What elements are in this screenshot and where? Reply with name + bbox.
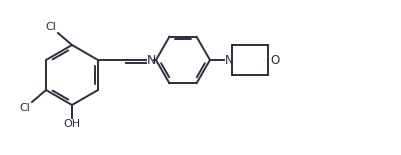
Text: Cl: Cl	[45, 22, 56, 32]
Text: OH: OH	[63, 119, 81, 129]
Text: N: N	[147, 55, 156, 67]
Text: N: N	[225, 53, 234, 66]
Text: O: O	[270, 53, 279, 66]
Text: Cl: Cl	[19, 103, 30, 113]
